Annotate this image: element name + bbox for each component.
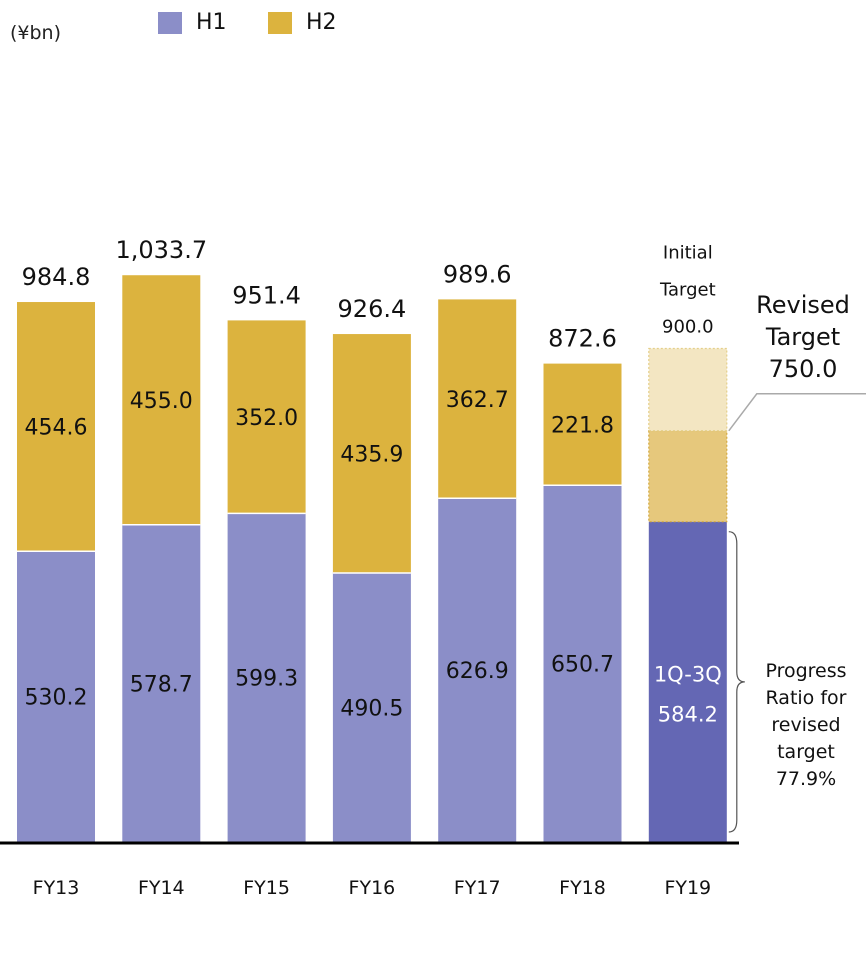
label-h2-fy16: 435.9 [340,443,403,468]
bar-h1-fy14 [122,524,201,842]
legend-swatch-h2 [268,11,292,34]
category-label-fy19: FY19 [664,877,711,899]
bar-h2-fy13 [17,302,95,552]
revised-target-leader-line [728,393,866,432]
bar-h2-fy14 [122,275,201,525]
legend-label-h1: H1 [196,10,227,35]
legend-label-h2: H2 [306,10,337,35]
label-progress-line1: Progress [765,660,846,682]
bar-h2-fy15 [227,320,306,514]
label-h1-fy16: 490.5 [340,697,403,722]
label-h2-fy13: 454.6 [25,416,88,441]
label-revised-target-line1: Revised [756,291,850,319]
label-revised-target-value: 750.0 [769,355,838,383]
bar-h2-fy16 [332,334,411,574]
label-total-fy16: 926.4 [338,295,407,323]
category-label-fy14: FY14 [138,877,185,899]
label-total-fy17: 989.6 [443,260,512,288]
label-progress-line2: Ratio for [766,687,847,709]
label-h2-fy17: 362.7 [446,388,509,413]
bar-h1-fy13 [17,551,95,842]
label-revised-target-line2: Target [765,323,840,351]
label-actual-period-fy19: 1Q-3Q [654,663,722,687]
label-h1-fy17: 626.9 [446,659,509,684]
label-initial-target-line1: Initial [663,243,713,264]
bar-h1-fy16 [332,573,411,842]
category-label-fy16: FY16 [349,877,396,899]
label-total-fy15: 951.4 [232,281,301,309]
bar-h2-fy17 [438,299,517,499]
label-h2-fy18: 221.8 [551,413,614,438]
bar-h1-fy18 [543,485,622,842]
category-label-fy18: FY18 [559,877,606,899]
label-h1-fy13: 530.2 [25,686,88,711]
legend-item-h1: H1 [158,10,227,35]
label-h1-fy14: 578.7 [130,672,193,697]
bar-revised-target-fy19 [648,430,728,523]
label-actual-value-fy19: 584.2 [658,703,718,727]
category-label-fy13: FY13 [33,877,80,899]
progress-brace [728,531,745,833]
category-label-fy17: FY17 [454,877,501,899]
bar-h1-fy17 [438,498,517,842]
legend-item-h2: H2 [268,10,337,35]
label-total-fy13: 984.8 [22,263,91,291]
bar-h2-fy18 [543,363,622,486]
label-progress-line3: revised [771,714,840,736]
legend-swatch-h1 [158,11,182,34]
label-total-fy18: 872.6 [548,325,617,353]
bar-h1-fy19 [648,521,727,842]
label-total-fy14: 1,033.7 [115,236,207,264]
bar-h1-fy15 [227,513,306,842]
label-progress-ratio: 77.9% [776,768,836,790]
label-progress-line4: target [777,741,835,763]
label-h1-fy15: 599.3 [235,667,298,692]
unit-label: (¥bn) [10,22,62,44]
label-h2-fy14: 455.0 [130,389,193,414]
label-initial-target-line2: Target [659,280,716,301]
category-label-fy15: FY15 [243,877,290,899]
label-initial-target-value: 900.0 [662,317,714,338]
label-h2-fy15: 352.0 [235,406,298,431]
bar-initial-target-fy19 [648,347,728,432]
label-h1-fy18: 650.7 [551,653,614,678]
